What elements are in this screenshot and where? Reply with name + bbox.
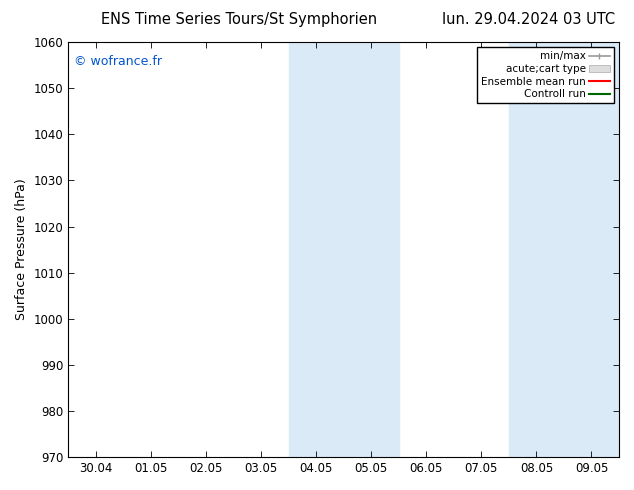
Text: lun. 29.04.2024 03 UTC: lun. 29.04.2024 03 UTC [442, 12, 615, 27]
Bar [288, 42, 399, 457]
Text: © wofrance.fr: © wofrance.fr [74, 54, 162, 68]
Bar [509, 42, 619, 457]
Text: ENS Time Series Tours/St Symphorien: ENS Time Series Tours/St Symphorien [101, 12, 378, 27]
Y-axis label: Surface Pressure (hPa): Surface Pressure (hPa) [15, 179, 28, 320]
Legend: min/max, acute;cart type, Ensemble mean run, Controll run: min/max, acute;cart type, Ensemble mean … [477, 47, 614, 103]
